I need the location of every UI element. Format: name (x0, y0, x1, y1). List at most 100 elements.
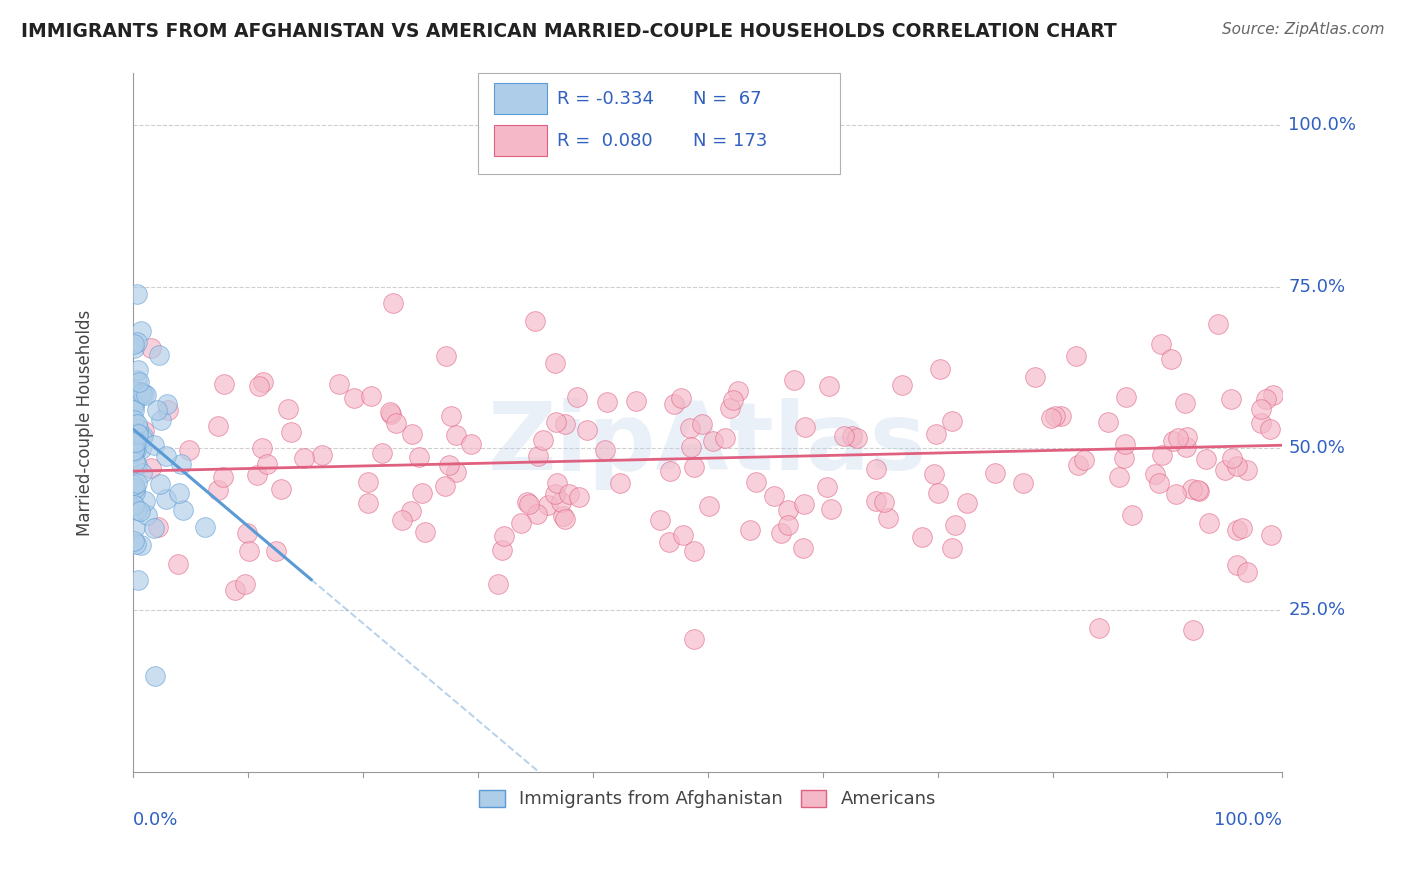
Text: N =  67: N = 67 (693, 90, 762, 108)
Point (264, 544, 287, 558)
Point (558, 487, 581, 501)
Point (131, 430, 153, 444)
Point (1149, 337, 1171, 351)
Point (139, 341, 162, 355)
Point (134, 494, 156, 508)
Point (846, 431, 869, 445)
Point (193, 520, 215, 534)
Point (550, 494, 572, 508)
Point (941, 414, 963, 428)
Point (1147, 476, 1170, 491)
Point (596, 395, 619, 409)
Point (568, 490, 591, 504)
Point (1206, 317, 1229, 331)
Point (1040, 411, 1063, 425)
Point (738, 523, 761, 537)
Point (1049, 409, 1071, 424)
Point (659, 464, 682, 478)
Point (544, 356, 567, 370)
Point (1220, 392, 1243, 407)
Point (841, 429, 863, 443)
Point (517, 497, 540, 511)
Point (122, 446, 145, 460)
Text: 100.0%: 100.0% (1215, 811, 1282, 829)
Point (1097, 415, 1119, 429)
Text: IMMIGRANTS FROM AFGHANISTAN VS AMERICAN MARRIED-COUPLE HOUSEHOLDS CORRELATION CH: IMMIGRANTS FROM AFGHANISTAN VS AMERICAN … (21, 22, 1116, 41)
Point (672, 528, 695, 542)
Point (167, 557, 190, 571)
Point (1161, 434, 1184, 449)
Point (793, 497, 815, 511)
Point (1254, 392, 1277, 406)
Text: N = 173: N = 173 (693, 132, 768, 150)
Point (1045, 409, 1067, 423)
Point (122, 477, 145, 491)
Point (170, 457, 193, 471)
Point (1226, 459, 1249, 474)
Point (149, 413, 172, 427)
Point (1115, 390, 1137, 404)
Point (207, 483, 229, 497)
Point (125, 425, 148, 440)
Point (718, 401, 741, 416)
FancyBboxPatch shape (494, 126, 547, 156)
Point (124, 443, 146, 458)
Point (658, 535, 681, 549)
Point (1260, 422, 1282, 436)
Point (122, 432, 145, 446)
Point (122, 398, 145, 412)
Point (148, 348, 170, 362)
Point (399, 504, 422, 518)
Point (1164, 487, 1187, 501)
Point (510, 516, 533, 531)
Point (155, 492, 177, 507)
Point (1260, 528, 1282, 542)
Text: 50.0%: 50.0% (1288, 440, 1346, 458)
Point (122, 403, 145, 417)
Point (246, 468, 269, 483)
Point (434, 349, 457, 363)
Point (280, 425, 302, 440)
Point (1012, 476, 1035, 491)
Point (224, 583, 246, 598)
Point (682, 632, 704, 647)
Point (125, 458, 148, 472)
Point (776, 503, 799, 517)
FancyBboxPatch shape (478, 73, 839, 174)
Point (1121, 508, 1143, 522)
Point (167, 485, 190, 500)
Point (256, 457, 278, 471)
Point (378, 405, 401, 419)
Point (576, 423, 599, 437)
Point (783, 373, 806, 387)
Point (567, 390, 589, 404)
Point (382, 295, 405, 310)
Point (536, 498, 558, 512)
Point (832, 429, 855, 443)
Point (413, 525, 436, 540)
Point (212, 470, 235, 484)
Point (127, 574, 149, 588)
Point (650, 513, 672, 527)
Point (311, 449, 333, 463)
Point (127, 476, 149, 491)
Point (127, 420, 149, 434)
Point (793, 420, 815, 434)
Point (1024, 370, 1046, 384)
Point (1108, 469, 1130, 483)
Point (132, 429, 155, 443)
Point (769, 525, 792, 540)
Point (131, 386, 153, 401)
Point (437, 458, 460, 472)
Point (1261, 387, 1284, 401)
Point (554, 512, 576, 526)
Point (357, 475, 380, 489)
Point (943, 517, 966, 532)
Point (177, 442, 200, 457)
Point (1236, 565, 1258, 579)
Point (127, 417, 149, 431)
Text: R =  0.080: R = 0.080 (557, 132, 652, 150)
Point (494, 529, 516, 543)
Point (122, 412, 145, 426)
Point (238, 544, 260, 558)
